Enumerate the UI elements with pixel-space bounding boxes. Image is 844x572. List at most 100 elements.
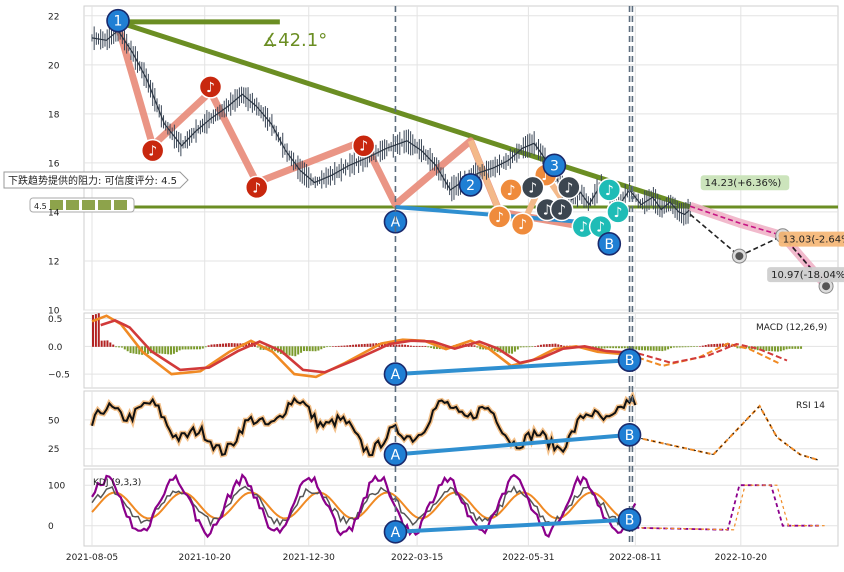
y-tick-label: 18 [48, 110, 60, 120]
x-tick-label: 2022-08-11 [609, 553, 661, 563]
macd-histogram-bar [678, 346, 681, 348]
marker-B [617, 348, 642, 373]
trend-angle-label: ∡42.1° [262, 30, 327, 51]
macd-histogram-bar [797, 346, 800, 349]
macd-histogram-bar [482, 346, 485, 350]
macd-histogram-bar [516, 346, 519, 350]
macd-histogram-bar [774, 346, 777, 352]
macd-histogram-bar [800, 346, 803, 349]
macd-histogram-bar [519, 346, 522, 348]
macd-histogram-bar [545, 344, 548, 347]
macd-histogram-bar [100, 340, 103, 347]
macd-histogram-bar [687, 346, 690, 348]
macd-histogram-bar [224, 343, 227, 347]
macd-histogram-bar [138, 346, 141, 355]
macd-histogram-bar [193, 346, 196, 350]
macd-histogram-bar [236, 343, 239, 347]
macd-histogram-bar [615, 346, 618, 349]
macd-histogram-bar [433, 346, 436, 349]
note-icon: ♪ [557, 202, 566, 218]
note-icon: ♪ [148, 144, 157, 160]
macd-histogram-bar [366, 343, 369, 347]
note-icon: ♪ [614, 205, 623, 221]
rsi-label: RSI 14 [796, 401, 825, 411]
x-tick-label: 2021-10-20 [179, 553, 232, 563]
macd-histogram-bar [311, 346, 314, 352]
macd-histogram-bar [716, 343, 719, 347]
x-tick-label: 2022-03-15 [391, 553, 443, 563]
macd-histogram-bar [409, 345, 412, 347]
macd-histogram-bar [643, 346, 646, 351]
macd-histogram-bar [118, 346, 121, 348]
marker-B [597, 232, 622, 256]
macd-histogram-bar [632, 346, 635, 349]
macd-histogram-bar [698, 346, 701, 347]
macd-histogram-bar [736, 346, 739, 349]
macd-histogram-bar [126, 346, 129, 352]
signal-forecast-line [637, 342, 788, 364]
macd-histogram-bar [323, 346, 326, 348]
marker-label: B [625, 513, 635, 529]
macd-histogram-bar [646, 346, 649, 351]
macd-histogram-bar [626, 346, 629, 349]
x-tick-label: 2021-08-05 [66, 553, 118, 563]
macd-histogram-bar [326, 346, 329, 348]
macd-histogram-bar [756, 346, 759, 351]
macd-histogram-bar [539, 344, 542, 347]
macd-histogram-bar [227, 343, 230, 347]
macd-histogram-bar [109, 342, 112, 347]
macd-histogram-bar [684, 346, 687, 348]
macd-histogram-bar [282, 346, 285, 355]
note-icon: ♪ [579, 220, 588, 236]
macd-histogram-bar [765, 346, 768, 351]
macd-histogram-bar [704, 344, 707, 347]
macd-histogram-bar [207, 345, 210, 347]
macd-histogram-bar [354, 344, 357, 347]
signal-line [100, 319, 639, 374]
note-marker-dark [557, 175, 581, 200]
rsi-forecast-overlay [635, 405, 819, 461]
y-tick-label: 10 [48, 307, 60, 317]
macd-histogram-bar [164, 346, 167, 355]
macd-histogram-bar [328, 346, 331, 347]
macd-histogram-bar [97, 313, 100, 347]
macd-histogram-bar [620, 346, 623, 349]
macd-histogram-bar [424, 345, 427, 347]
macd-histogram-bar [638, 346, 641, 351]
macd-histogram-bar [167, 346, 170, 355]
note-icon: ♪ [541, 168, 550, 184]
macd-histogram-bar [522, 346, 525, 348]
macd-histogram-bar [349, 345, 352, 347]
macd-histogram-bar [230, 343, 233, 347]
macd-histogram-bar [172, 346, 175, 354]
macd-histogram-bar [612, 346, 615, 349]
marker-label: A [391, 215, 401, 231]
macd-histogram-bar [213, 344, 216, 347]
macd-histogram-bar [305, 346, 308, 352]
panel-frame-price [83, 5, 839, 311]
macd-histogram-bar [294, 346, 297, 357]
macd-histogram-bar [771, 346, 774, 352]
forecast-down-line [689, 213, 827, 287]
forecast-annotation-box [778, 231, 844, 247]
macd-histogram-bar [245, 343, 248, 347]
macd-histogram-bar [696, 346, 699, 347]
macd-histogram-bar [560, 345, 563, 347]
price-panel: ♪♪♪♪♪♪♪♪♪♪ ♪♪♪ ♪♪♪123AB∡42.1°14.23(+6.36%)… [3, 8, 844, 294]
macd-histogram-bar [210, 344, 213, 347]
y-tick-label: 20 [48, 61, 60, 71]
macd-histogram-bar [785, 346, 788, 350]
macd-histogram-bar [135, 346, 138, 354]
macd-histogram-bar [363, 343, 366, 347]
resistance-label-text: 下跌趋势提供的阻力: 可信度评分: 4.5 [8, 174, 177, 187]
macd-histogram-bar [300, 346, 303, 353]
y-tick-label: 22 [48, 12, 59, 22]
note-marker-orange [487, 205, 512, 229]
macd-histogram-bar [606, 346, 609, 349]
macd-histogram-bar [505, 346, 508, 354]
marker-label: A [391, 525, 401, 541]
y-tick-label: 16 [48, 159, 60, 169]
divergence-line-kdj [395, 517, 630, 534]
marker-label: A [391, 447, 401, 463]
